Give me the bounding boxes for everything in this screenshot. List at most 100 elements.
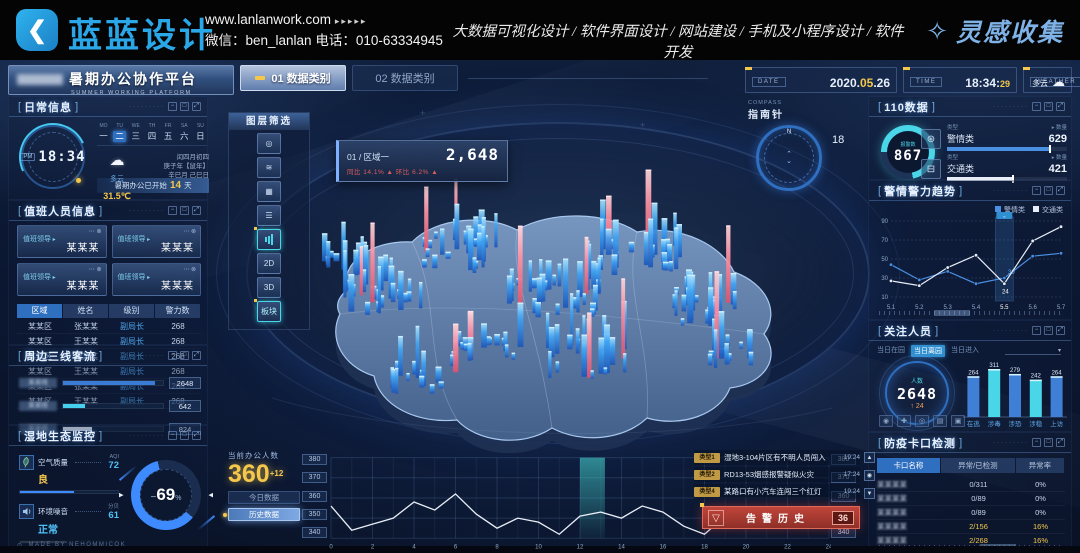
scroll-down-icon[interactable]: ▼	[864, 488, 875, 499]
col-header[interactable]: 姓名	[63, 304, 108, 318]
scroll-up-icon[interactable]: ▲	[864, 452, 875, 463]
history-data-button[interactable]: 历史数据	[223, 508, 300, 521]
signal-icon[interactable]: ≋	[257, 157, 281, 178]
trend-scrollbar[interactable]	[879, 310, 1063, 316]
window-icon[interactable]: □	[180, 102, 189, 111]
expand-icon[interactable]: ⤢	[1056, 186, 1065, 195]
compass-cn-label: 指南针	[748, 110, 784, 121]
blocks-button[interactable]: 板块	[254, 299, 281, 322]
vehicle-icon[interactable]: ▦	[257, 181, 281, 202]
minimize-icon[interactable]: −	[168, 351, 177, 360]
sparkle-star-icon: ✧	[926, 15, 948, 46]
minimize-icon[interactable]: −	[168, 431, 177, 440]
checkpoint-row[interactable]: 某某某某 0/311 0%	[877, 478, 1065, 492]
window-icon[interactable]: □	[1044, 102, 1053, 111]
y-tick: 370	[302, 472, 327, 484]
window-icon[interactable]: □	[1044, 186, 1053, 195]
minimize-icon[interactable]: −	[1032, 326, 1041, 335]
svg-text:涉恐: 涉恐	[1009, 419, 1023, 428]
expand-icon[interactable]: ⤢	[1056, 326, 1065, 335]
window-icon[interactable]: □	[1044, 438, 1053, 447]
weather-box: WEATHER 多云 ☁	[1023, 67, 1080, 93]
duty-leader-card[interactable]: 值班领导 ▸ ⋯ ⊗ 某某某	[111, 225, 201, 258]
redacted-prefix	[17, 73, 63, 85]
col-checkpoint-name[interactable]: 卡口名称	[877, 458, 940, 473]
website-link[interactable]: www.lanlanwork.com	[205, 12, 332, 27]
duty-leader-card[interactable]: 值班领导 ▸ ⋯ ⊗ 某某某	[17, 263, 107, 296]
alert-item[interactable]: 类型1 湿地3-104片区有不明人员闯入 19:24	[694, 450, 860, 465]
alert-item[interactable]: 类型4 某路口有小汽车连闯三个红灯 19:24	[694, 484, 860, 499]
card-menu-icons[interactable]: ⋯ ⊗	[88, 229, 102, 235]
today-data-button[interactable]: 今日数据	[228, 491, 300, 504]
alert-item[interactable]: 类型2 RD13-53烟感报警疑似火灾 17:24	[694, 467, 860, 482]
col-header[interactable]: 级别	[109, 304, 154, 318]
expand-icon[interactable]: ⤢	[192, 206, 201, 215]
duty-leader-card[interactable]: 值班领导 ▸ ⋯ ⊗ 某某某	[111, 263, 201, 296]
weekday-cell: SA 六	[180, 123, 189, 141]
expand-icon[interactable]: ⤢	[1056, 102, 1065, 111]
focus-count-delta: ↑ 24	[910, 403, 924, 410]
col-header[interactable]: 警力数	[155, 304, 200, 318]
tab-data-category-2[interactable]: 02 数据类别	[352, 65, 458, 91]
district-border	[339, 307, 765, 335]
window-icon[interactable]: □	[1044, 326, 1053, 335]
map-3d[interactable]	[252, 148, 852, 458]
line-label: 某某线	[19, 424, 57, 434]
clock-period: PM	[20, 153, 36, 161]
tab-data-category-1[interactable]: 01 数据类别	[240, 65, 346, 91]
expand-icon[interactable]: ⤢	[192, 351, 201, 360]
checkpoint-row[interactable]: 某某某某 0/89 0%	[877, 506, 1065, 520]
noise-value: 61	[108, 510, 119, 521]
minimize-icon[interactable]: −	[168, 102, 177, 111]
vehicle-icon[interactable]: ▣	[951, 415, 965, 427]
minimize-icon[interactable]: −	[1032, 102, 1041, 111]
fingerprint-icon[interactable]: ✚	[897, 415, 911, 427]
alert-text: 某路口有小汽车连闯三个红灯	[724, 487, 822, 496]
col-rate[interactable]: 异常率	[1015, 458, 1064, 473]
time-label: TIME	[910, 77, 943, 87]
alert-type-badge: 类型2	[694, 469, 720, 480]
expand-icon[interactable]: ⤢	[1056, 438, 1065, 447]
expand-icon[interactable]: ⤢	[192, 431, 201, 440]
expand-icon[interactable]: ⤢	[192, 102, 201, 111]
weekday-cell: SU 日	[196, 123, 205, 141]
bar-chart-icon[interactable]	[254, 227, 281, 250]
focus-tab-1[interactable]: 当日离园	[911, 345, 945, 357]
minimize-icon[interactable]: −	[168, 206, 177, 215]
badge-icon[interactable]: ▤	[933, 415, 947, 427]
minimize-icon[interactable]: −	[1032, 438, 1041, 447]
compass-dial[interactable]: N ⌃ ⌄	[756, 125, 822, 191]
card-menu-icons[interactable]: ⋯ ⊗	[183, 267, 196, 273]
focus-tab-2[interactable]: 当日进入	[951, 347, 979, 354]
window-icon[interactable]: □	[180, 431, 189, 440]
col-detected[interactable]: 异常/已检测	[940, 458, 1015, 473]
mode-2d-button[interactable]: 2D	[257, 253, 281, 274]
focus-tab-0[interactable]: 当日在园	[877, 347, 905, 354]
window-icon[interactable]: □	[180, 206, 189, 215]
category-dropdown[interactable]: ▾	[1005, 347, 1061, 355]
svg-text:上访: 上访	[1050, 419, 1064, 428]
window-icon[interactable]: □	[180, 351, 189, 360]
minimize-icon[interactable]: −	[1032, 186, 1041, 195]
card-menu-icons[interactable]: ⋯ ⊗	[88, 267, 102, 273]
mode-3d-button[interactable]: 3D	[257, 277, 281, 298]
col-header[interactable]: 区域	[17, 304, 62, 318]
person-icon[interactable]: ◉	[879, 415, 893, 427]
target-icon[interactable]: ◎	[915, 415, 929, 427]
line-label: 某某线	[19, 401, 57, 411]
duty-leader-card[interactable]: 值班领导 ▸ ⋯ ⊗ 某某某	[17, 225, 107, 258]
checkpoint-row[interactable]: 某某某某 0/89 0%	[877, 492, 1065, 506]
checkpoint-row[interactable]: 某某某某 2/156 16%	[877, 520, 1065, 534]
alarm-history-button[interactable]: ▽ 告警历史 36	[700, 503, 860, 529]
arrow-left-icon[interactable]: ◂	[208, 489, 213, 500]
arrow-right-icon[interactable]: ▸	[119, 489, 124, 500]
camera-icon[interactable]: ◎	[257, 133, 281, 154]
list-icon[interactable]: ☰	[257, 205, 281, 226]
card-menu-icons[interactable]: ⋯ ⊗	[183, 229, 196, 235]
svg-text:5.4: 5.4	[972, 305, 981, 311]
scroll-dot-icon[interactable]: ◉	[864, 470, 875, 481]
